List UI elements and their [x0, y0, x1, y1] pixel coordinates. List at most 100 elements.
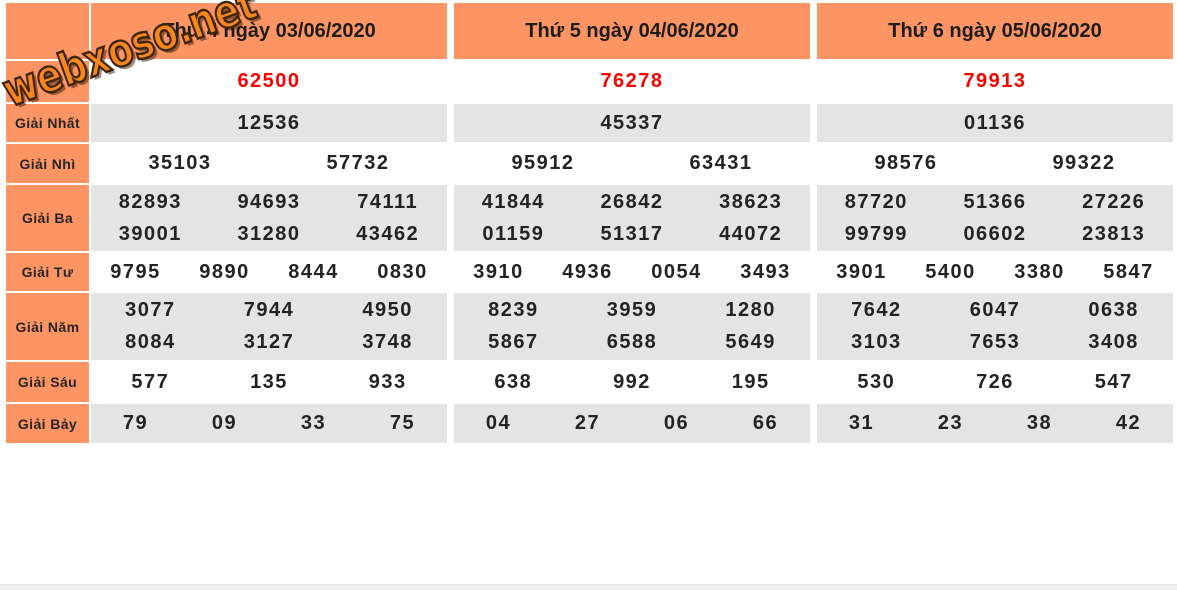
prize-number: 06602: [963, 222, 1027, 245]
prize-number: 726: [976, 370, 1014, 393]
prize-number-line: 3910 4936 0054 3493: [454, 256, 810, 288]
prize-number: 8444: [288, 260, 339, 283]
prize-cell-giai-nhi: 95912 63431: [454, 144, 810, 185]
prize-number: 99322: [1052, 152, 1116, 174]
prize-number-line: 35103 57732: [91, 148, 447, 180]
prize-number: 31280: [237, 222, 301, 245]
prize-cell-giai-sau: 577 135 933: [91, 362, 447, 404]
prize-number: 195: [731, 370, 770, 393]
prize-number-line: 01136: [817, 107, 1173, 139]
prize-number: 38623: [719, 190, 783, 213]
day-column-2: Thứ 6 ngày 05/06/2020 79913 01136 98576 9932…: [817, 3, 1173, 445]
prize-cell-giai-tu: 3910 4936 0054 3493: [454, 253, 810, 293]
prize-number: 01159: [482, 222, 545, 245]
prize-number: 23813: [1082, 222, 1146, 245]
prize-number: 1280: [725, 299, 776, 321]
prize-number: 51317: [600, 222, 664, 245]
day-column-header: Thứ 4 ngày 03/06/2020: [91, 3, 447, 61]
prize-cell-giai-nhat: 12536: [91, 104, 447, 144]
prize-number: 31: [848, 412, 875, 434]
prize-number: 57732: [326, 152, 390, 174]
prize-number-line: 12536: [91, 107, 447, 139]
prize-number: 94693: [237, 190, 301, 213]
prize-number: 51366: [963, 190, 1027, 213]
prize-cell-giai-nam: 7642 6047 0638 3103 7653 3408: [817, 293, 1173, 362]
prize-number: 5400: [925, 260, 976, 283]
prize-number: 09: [211, 412, 238, 434]
prize-number: 75: [389, 412, 416, 434]
prize-number-line: 39001 31280 43462: [91, 218, 447, 250]
prize-number: 9890: [199, 260, 250, 283]
prize-number-line: 7642 6047 0638: [817, 295, 1173, 327]
prize-number: 0054: [651, 260, 702, 283]
prize-number: 577: [131, 370, 170, 393]
prize-number-line: 01159 51317 44072: [454, 218, 810, 250]
prize-cell-giai-dac-biet: 79913: [817, 61, 1173, 104]
prize-number-line: 577 135 933: [91, 366, 447, 398]
prize-number: 638: [494, 370, 533, 393]
special-prize-number: 79913: [963, 70, 1027, 92]
prize-number-line: 98576 99322: [817, 148, 1173, 180]
prize-number-line: 99799 06602 23813: [817, 218, 1173, 250]
prize-number: 6588: [606, 331, 658, 353]
prize-cell-giai-nam: 8239 3959 1280 5867 6588 5649: [454, 293, 810, 362]
prize-number-line: 3901 5400 3380 5847: [817, 256, 1173, 288]
day-column-0: Thứ 4 ngày 03/06/2020 62500 12536 35103 5773…: [91, 3, 447, 445]
prize-number: 43462: [356, 222, 420, 245]
prize-number-line: 8084 3127 3748: [91, 327, 447, 359]
prize-number: 74111: [357, 190, 419, 213]
prize-number: 992: [613, 370, 651, 393]
prize-number: 3408: [1088, 331, 1139, 353]
prize-number: 8084: [125, 331, 176, 353]
prize-cell-giai-bay: 04 27 06 66: [454, 404, 810, 445]
prize-cell-giai-ba: 41844 26842 38623 01159 51317 44072: [454, 185, 810, 253]
prize-number: 3959: [606, 299, 658, 321]
prize-number: 45337: [600, 111, 664, 134]
special-prize-number: 62500: [237, 70, 301, 92]
prize-number: 42: [1115, 412, 1142, 434]
prize-number: 5867: [488, 331, 539, 353]
prize-number-line: 9795 9890 8444 0830: [91, 256, 447, 288]
prize-cell-giai-sau: 638 992 195: [454, 362, 810, 404]
prize-number: 87720: [844, 190, 908, 213]
prize-number: 7642: [851, 299, 902, 321]
prize-cell-giai-sau: 530 726 547: [817, 362, 1173, 404]
prize-number: 3077: [125, 299, 176, 321]
prize-number: 5649: [725, 331, 776, 353]
prize-number: 99799: [844, 222, 908, 245]
prize-number: 530: [857, 370, 896, 393]
prize-number-line: 31 23 38 42: [817, 408, 1173, 440]
prize-number: 06: [663, 412, 690, 434]
prize-cell-giai-nhi: 35103 57732: [91, 144, 447, 185]
prize-cell-giai-dac-biet: 62500: [91, 61, 447, 104]
prize-number: 35103: [148, 152, 212, 174]
prize-number-line: 3077 7944 4950: [91, 295, 447, 327]
prize-label-giai-nam: Giải Năm: [6, 293, 89, 362]
prize-cell-giai-nhat: 01136: [817, 104, 1173, 144]
prize-number-line: 79 09 33 75: [91, 408, 447, 440]
prize-number: 6047: [969, 299, 1021, 321]
prize-label-giai-sau: Giải Sáu: [6, 362, 89, 404]
prize-label-giai-dac-biet: [6, 61, 89, 104]
prize-number: 5847: [1103, 260, 1154, 283]
prize-number: 27226: [1082, 190, 1146, 213]
prize-number-line: 530 726 547: [817, 366, 1173, 398]
prize-number: 3380: [1014, 260, 1065, 283]
bottom-divider: [0, 584, 1177, 590]
prize-number: 547: [1094, 370, 1133, 393]
prize-cell-giai-bay: 31 23 38 42: [817, 404, 1173, 445]
prize-number: 95912: [511, 152, 575, 174]
prize-cell-giai-tu: 3901 5400 3380 5847: [817, 253, 1173, 293]
prize-cell-giai-dac-biet: 76278: [454, 61, 810, 104]
day-column-header: Thứ 6 ngày 05/06/2020: [817, 3, 1173, 61]
prize-number-line: 8239 3959 1280: [454, 295, 810, 327]
prize-number: 39001: [118, 222, 182, 245]
prize-number-line: 5867 6588 5649: [454, 327, 810, 359]
prize-number-line: 41844 26842 38623: [454, 186, 810, 218]
prize-number: 3748: [362, 331, 413, 353]
day-columns: Thứ 4 ngày 03/06/2020 62500 12536 35103 5773…: [91, 3, 1173, 445]
prize-number: 135: [250, 370, 288, 393]
prize-number: 3103: [851, 331, 902, 353]
prize-number-line: 638 992 195: [454, 366, 810, 398]
prize-number-line: 87720 51366 27226: [817, 186, 1173, 218]
